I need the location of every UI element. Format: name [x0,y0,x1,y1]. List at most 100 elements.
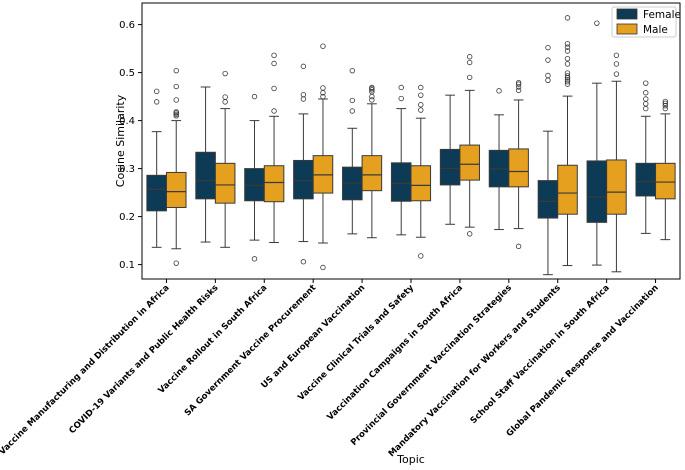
outlier-point [173,111,179,118]
outlier-point [545,44,551,51]
outlier-point [564,61,571,67]
outlier-point [643,90,649,96]
box-male [655,98,676,241]
outlier-point [369,93,375,100]
plot-frame [141,2,681,280]
y-tick-label: 0.2 [119,212,135,223]
legend-label-female: Female [643,9,681,21]
box-iqr [361,155,383,192]
x-tick-label: US and European Vaccination [259,283,367,391]
outlier-point [643,105,649,112]
outlier-point [613,71,620,77]
outlier-point [271,85,277,92]
box-iqr [635,162,657,197]
outlier-point [398,84,404,91]
box-female [293,63,314,265]
outlier-point [222,70,228,77]
outlier-point [320,43,326,49]
box-iqr [606,159,627,215]
outlier-point [564,15,571,21]
outlier-point [515,81,522,87]
outlier-point [564,55,571,62]
box-female [439,94,461,225]
box-iqr [557,164,578,215]
outlier-point [564,73,571,79]
outlier-point [418,84,424,91]
box-female [635,80,657,234]
legend-label-male: Male [643,24,668,36]
outlier-point [564,79,571,85]
box-male [214,70,236,248]
outlier-point [320,264,326,271]
outlier-point [320,85,326,91]
outlier-point [153,99,160,105]
outlier-point [515,79,522,86]
y-axis: 0.1 0.2 0.3 0.4 0.5 0.6 [119,20,142,271]
outlier-point [349,67,356,74]
outlier-point [251,93,258,100]
outlier-point [564,70,571,76]
x-tick-label: Vaccine Manufacturing and Distribution i… [0,283,172,457]
y-tick-label: 0.1 [119,260,135,271]
box-female [146,88,167,248]
outlier-point [271,108,277,114]
outlier-point [545,72,551,79]
outlier-point [173,260,179,266]
outlier-point [369,84,375,91]
outlier-point [300,96,307,102]
box-male [361,84,383,239]
outlier-point [594,20,600,26]
outlier-point [662,98,669,105]
box-iqr [293,159,314,200]
outlier-point [545,57,551,63]
box-iqr [146,174,167,212]
box-iqr [214,162,236,204]
outlier-point [466,231,473,237]
x-tick-label: Vaccine Rollout in South Africa [157,283,270,396]
box-iqr [439,148,461,186]
x-axis: Vaccine Manufacturing and Distribution i… [0,279,661,459]
box-iqr [508,148,529,188]
outlier-point [222,99,228,105]
outlier-point [173,113,179,119]
x-axis-title: Topic [396,453,425,466]
outlier-point [173,67,179,74]
box-iqr [195,151,216,200]
y-tick-label: 0.6 [119,20,135,31]
box-male [557,15,578,267]
outlier-point [515,87,522,94]
outlier-point [300,91,307,98]
box-female [390,84,412,236]
y-tick-label: 0.5 [119,68,135,79]
box-iqr [537,180,559,219]
outlier-point [564,77,571,83]
box-iqr [244,168,265,202]
box-iqr [459,144,480,181]
outlier-point [643,80,649,86]
outlier-point [320,93,326,100]
box-male [410,84,432,259]
outlier-point [251,256,258,262]
outlier-point [349,97,356,104]
box-male [606,52,627,273]
outlier-point [349,108,356,114]
legend-swatch-male [616,23,638,35]
x-tick-label: Mandatory Vaccination for Workers and St… [387,283,563,459]
outlier-point [418,102,424,108]
legend-swatch-female [616,8,638,20]
outlier-point [564,44,571,50]
box-iqr [410,165,432,202]
outlier-point [173,83,179,90]
box-male [459,54,480,237]
outlier-point [643,101,649,107]
outlier-point [515,243,522,250]
outlier-point [271,52,277,59]
box-male [165,67,187,266]
y-tick-label: 0.4 [119,116,135,127]
outlier-point [466,54,473,60]
box-female [342,67,363,235]
series-male [165,15,676,273]
box-female [537,44,559,276]
outlier-point [369,97,375,103]
